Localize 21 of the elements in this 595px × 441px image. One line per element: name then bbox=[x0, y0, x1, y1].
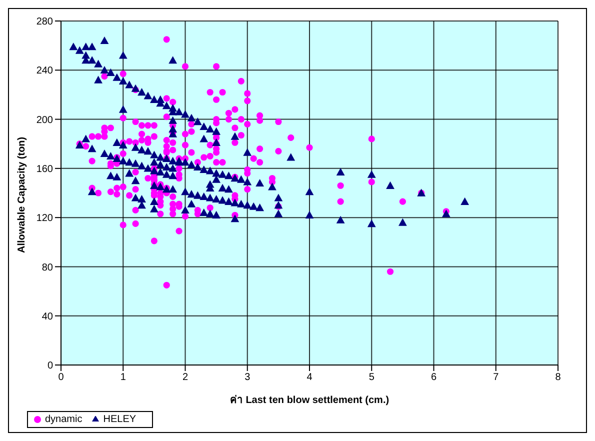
y-axis-title: Allowable Capacity (ton) bbox=[16, 136, 28, 253]
legend-label: dynamic bbox=[45, 414, 82, 425]
x-tick-label: 2 bbox=[182, 372, 188, 384]
y-tick-label: 120 bbox=[36, 213, 54, 224]
x-tick-label: 5 bbox=[368, 372, 375, 384]
x-tick-label: 1 bbox=[120, 372, 126, 384]
y-tick-label: 160 bbox=[36, 164, 54, 175]
y-tick-label: 80 bbox=[42, 262, 54, 274]
legend-label: HELEY bbox=[103, 414, 136, 425]
x-tick-label: 7 bbox=[493, 372, 500, 384]
x-tick-label: 8 bbox=[555, 372, 562, 384]
x-tick-label: 6 bbox=[430, 372, 437, 384]
y-tick-label: 240 bbox=[36, 66, 54, 77]
x-tick-label: 4 bbox=[306, 372, 313, 384]
y-tick-label: 0 bbox=[47, 360, 54, 372]
y-tick-label: 40 bbox=[42, 311, 54, 322]
x-axis-title: ค่า Last ten blow settlement (cm.) bbox=[230, 394, 390, 406]
x-tick-label: 0 bbox=[58, 372, 64, 384]
y-tick-label: 280 bbox=[36, 16, 54, 28]
y-tick-label: 200 bbox=[36, 114, 54, 126]
x-tick-label: 3 bbox=[244, 372, 251, 384]
